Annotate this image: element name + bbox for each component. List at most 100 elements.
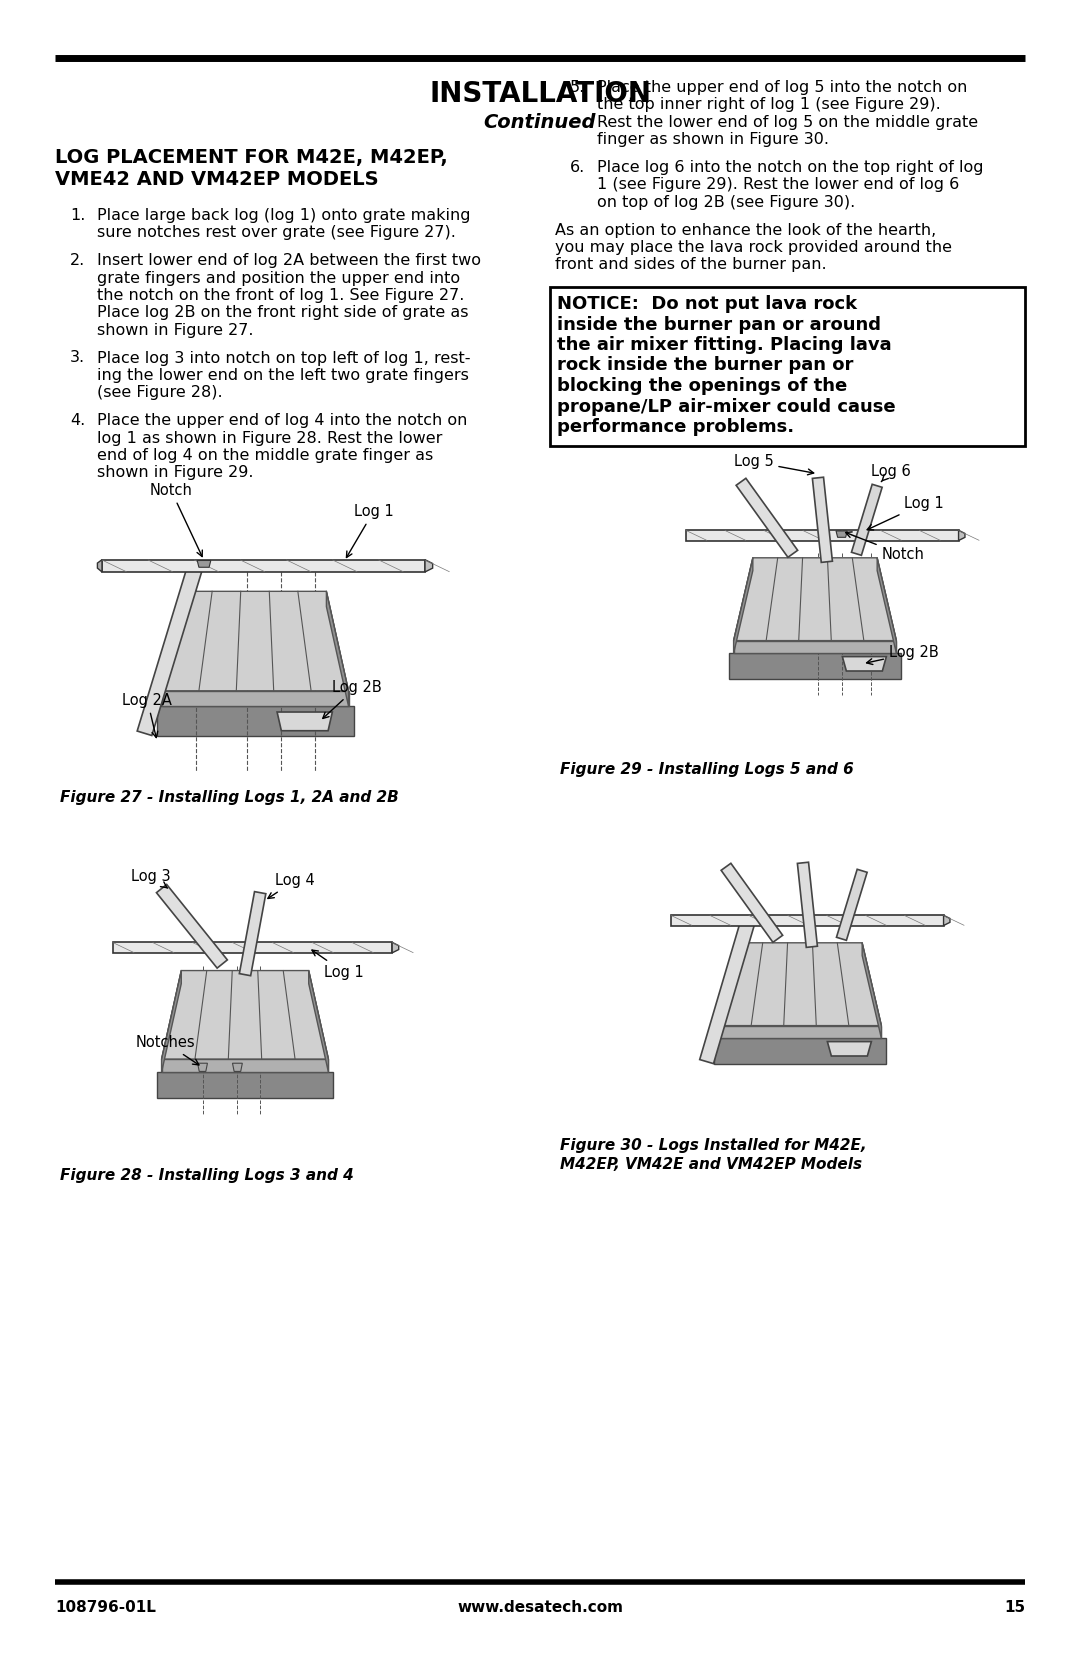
Polygon shape (162, 971, 328, 1060)
Polygon shape (718, 943, 881, 1025)
Text: Log 3: Log 3 (132, 870, 171, 888)
Text: shown in Figure 27.: shown in Figure 27. (97, 324, 254, 339)
Polygon shape (959, 531, 964, 541)
Text: rock inside the burner pan or: rock inside the burner pan or (557, 357, 853, 374)
Text: Log 1: Log 1 (867, 496, 944, 531)
Text: 5.: 5. (570, 80, 585, 95)
Text: 2.: 2. (70, 254, 85, 269)
Text: LOG PLACEMENT FOR M42E, M42EP,: LOG PLACEMENT FOR M42E, M42EP, (55, 149, 448, 167)
Text: propane/LP air-mixer could cause: propane/LP air-mixer could cause (557, 397, 895, 416)
Text: VME42 AND VM42EP MODELS: VME42 AND VM42EP MODELS (55, 170, 379, 189)
Text: Place the upper end of log 4 into the notch on: Place the upper end of log 4 into the no… (97, 412, 468, 427)
Polygon shape (729, 653, 902, 679)
Text: 15: 15 (1004, 1601, 1025, 1616)
Text: Log 6: Log 6 (872, 464, 912, 482)
Polygon shape (309, 971, 328, 1071)
Polygon shape (718, 1025, 881, 1038)
Text: As an option to enhance the look of the hearth,: As an option to enhance the look of the … (555, 222, 936, 237)
Text: Place large back log (log 1) onto grate making: Place large back log (log 1) onto grate … (97, 209, 471, 224)
Polygon shape (326, 591, 349, 706)
Polygon shape (721, 863, 783, 943)
Polygon shape (837, 870, 867, 940)
Text: 3.: 3. (70, 350, 85, 366)
Polygon shape (162, 591, 349, 691)
Text: Log 1: Log 1 (347, 504, 393, 557)
Polygon shape (102, 559, 426, 572)
Polygon shape (162, 971, 181, 1071)
Text: Notches: Notches (136, 1035, 199, 1065)
Text: Place log 3 into notch on top left of log 1, rest-: Place log 3 into notch on top left of lo… (97, 350, 471, 366)
Polygon shape (827, 1041, 872, 1056)
Polygon shape (162, 691, 349, 706)
Text: Notch: Notch (846, 532, 924, 562)
Text: inside the burner pan or around: inside the burner pan or around (557, 315, 881, 334)
Polygon shape (162, 1060, 328, 1071)
Polygon shape (97, 559, 102, 572)
Polygon shape (137, 564, 203, 736)
Polygon shape (862, 943, 881, 1038)
Polygon shape (157, 1071, 334, 1098)
Text: performance problems.: performance problems. (557, 417, 794, 436)
Text: Log 2B: Log 2B (866, 646, 939, 664)
Text: Figure 27 - Installing Logs 1, 2A and 2B: Figure 27 - Installing Logs 1, 2A and 2B (60, 789, 399, 804)
Text: sure notches rest over grate (see Figure 27).: sure notches rest over grate (see Figure… (97, 225, 456, 240)
Text: Log 4: Log 4 (268, 873, 315, 898)
Polygon shape (426, 559, 433, 572)
Text: Place log 2B on the front right side of grate as: Place log 2B on the front right side of … (97, 305, 469, 320)
Polygon shape (718, 943, 738, 1038)
Text: www.desatech.com: www.desatech.com (457, 1601, 623, 1616)
Text: Continued: Continued (484, 113, 596, 132)
Polygon shape (714, 1038, 887, 1065)
Text: Place the upper end of log 5 into the notch on: Place the upper end of log 5 into the no… (597, 80, 968, 95)
Polygon shape (162, 591, 184, 706)
Polygon shape (737, 479, 798, 557)
Polygon shape (812, 477, 833, 562)
Text: Figure 30 - Logs Installed for M42E,: Figure 30 - Logs Installed for M42E, (561, 1138, 866, 1153)
Text: Log 2A: Log 2A (122, 693, 173, 738)
Polygon shape (157, 885, 228, 968)
Text: shown in Figure 29.: shown in Figure 29. (97, 466, 254, 481)
Text: blocking the openings of the: blocking the openings of the (557, 377, 847, 396)
Text: the top inner right of log 1 (see Figure 29).: the top inner right of log 1 (see Figure… (597, 97, 941, 112)
Polygon shape (944, 915, 950, 926)
Polygon shape (278, 713, 333, 731)
Text: end of log 4 on the middle grate finger as: end of log 4 on the middle grate finger … (97, 447, 433, 462)
Text: Notch: Notch (150, 482, 202, 556)
Text: grate fingers and position the upper end into: grate fingers and position the upper end… (97, 270, 460, 285)
Polygon shape (733, 557, 896, 641)
Text: 6.: 6. (570, 160, 585, 175)
Text: Figure 28 - Installing Logs 3 and 4: Figure 28 - Installing Logs 3 and 4 (60, 1168, 354, 1183)
Text: ing the lower end on the left two grate fingers: ing the lower end on the left two grate … (97, 367, 469, 382)
Text: the air mixer fitting. Placing lava: the air mixer fitting. Placing lava (557, 335, 892, 354)
Bar (550, 287, 1025, 447)
Text: (see Figure 28).: (see Figure 28). (97, 386, 222, 401)
Text: Figure 29 - Installing Logs 5 and 6: Figure 29 - Installing Logs 5 and 6 (561, 763, 854, 778)
Text: you may place the lava rock provided around the: you may place the lava rock provided aro… (555, 240, 951, 255)
Polygon shape (686, 531, 959, 541)
Text: 4.: 4. (70, 412, 85, 427)
Text: front and sides of the burner pan.: front and sides of the burner pan. (555, 257, 826, 272)
Text: 108796-01L: 108796-01L (55, 1601, 156, 1616)
Polygon shape (672, 915, 944, 926)
Text: M42EP, VM42E and VM42EP Models: M42EP, VM42E and VM42EP Models (561, 1157, 862, 1172)
Text: Log 5: Log 5 (733, 454, 813, 474)
Polygon shape (198, 1063, 207, 1071)
Text: Place log 6 into the notch on the top right of log: Place log 6 into the notch on the top ri… (597, 160, 984, 175)
Text: Rest the lower end of log 5 on the middle grate: Rest the lower end of log 5 on the middl… (597, 115, 978, 130)
Polygon shape (733, 557, 753, 653)
Polygon shape (733, 641, 896, 653)
Polygon shape (157, 706, 353, 736)
Text: Log 2B: Log 2B (323, 679, 381, 718)
Text: 1 (see Figure 29). Rest the lower end of log 6: 1 (see Figure 29). Rest the lower end of… (597, 177, 959, 192)
Text: finger as shown in Figure 30.: finger as shown in Figure 30. (597, 132, 829, 147)
Polygon shape (232, 1063, 242, 1071)
Text: 1.: 1. (70, 209, 85, 224)
Polygon shape (797, 863, 818, 948)
Text: INSTALLATION: INSTALLATION (429, 80, 651, 108)
Polygon shape (240, 891, 266, 976)
Polygon shape (392, 943, 399, 953)
Polygon shape (836, 531, 847, 537)
Polygon shape (851, 484, 882, 556)
Polygon shape (113, 943, 392, 953)
Polygon shape (198, 561, 211, 567)
